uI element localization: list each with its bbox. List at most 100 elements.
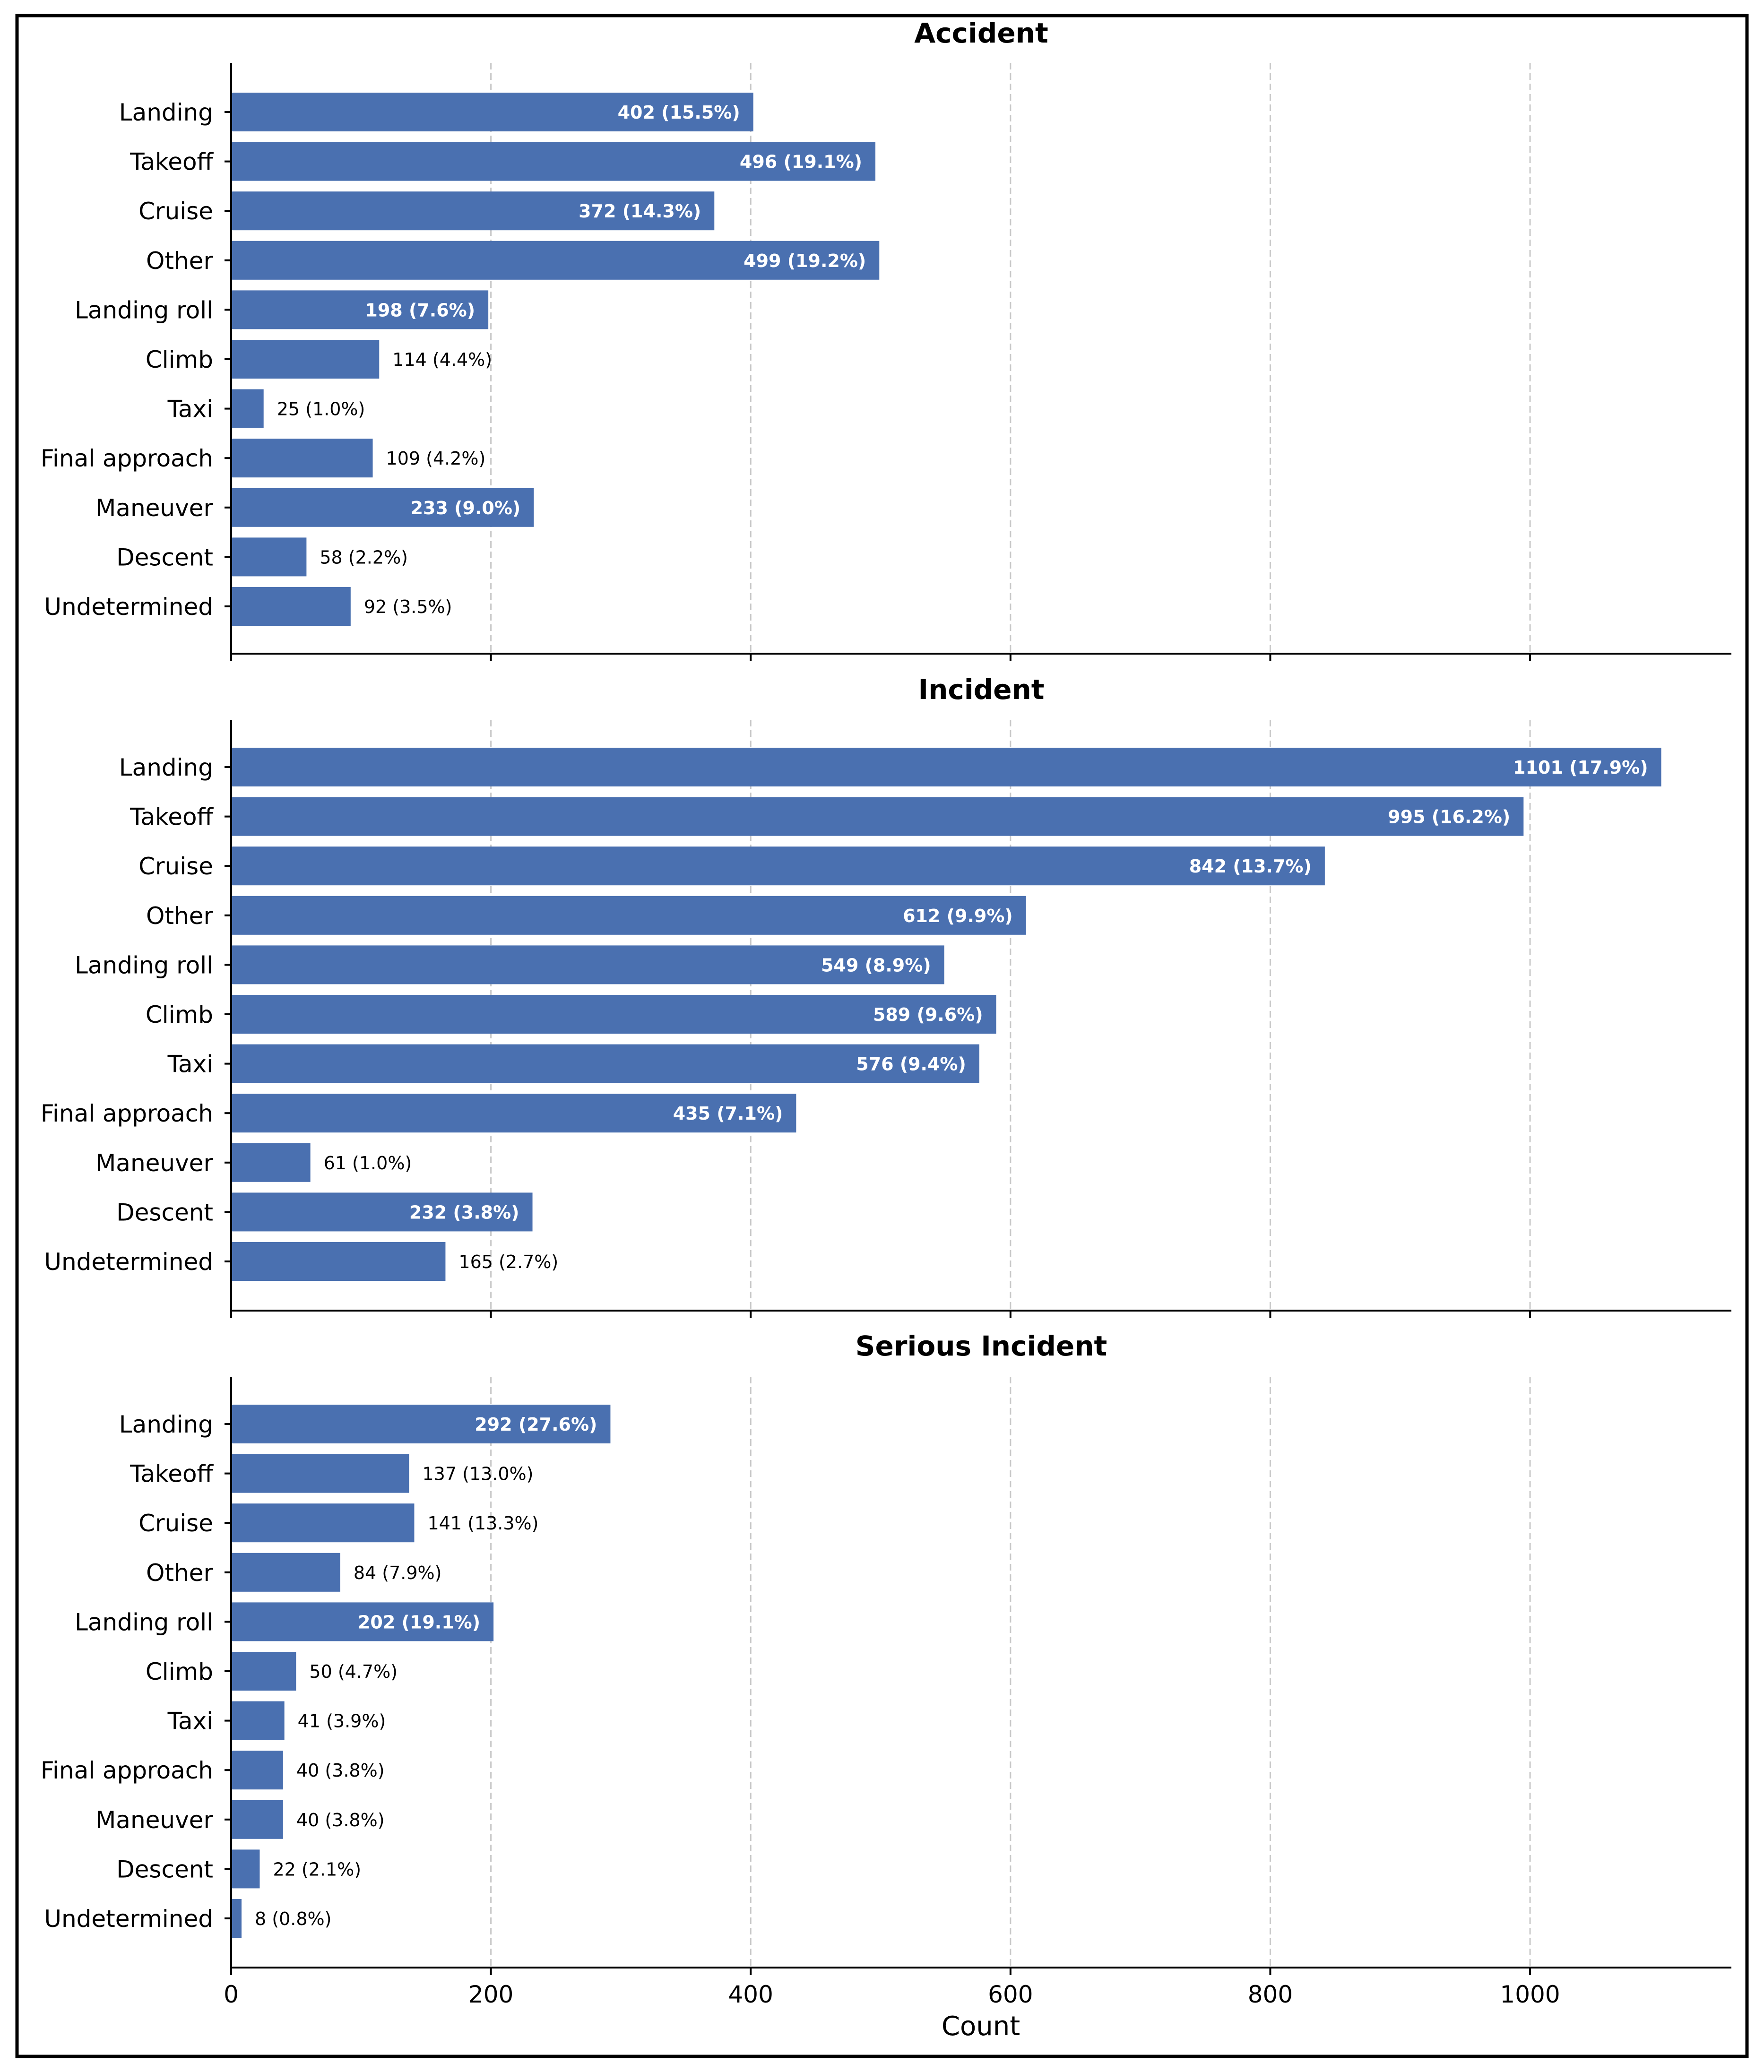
data-label: 58 (2.2%) — [320, 547, 408, 568]
bar — [231, 995, 996, 1034]
data-label: 84 (7.9%) — [354, 1563, 442, 1583]
category-label: Undetermined — [44, 1248, 213, 1276]
data-label: 1101 (17.9%) — [1513, 757, 1648, 778]
x-tick-label: 200 — [468, 1981, 513, 2008]
category-label: Landing roll — [75, 1608, 213, 1636]
data-label: 402 (15.5%) — [618, 102, 740, 123]
bar — [231, 241, 880, 280]
x-tick-label: 0 — [224, 1981, 239, 2008]
category-label: Cruise — [138, 1510, 213, 1537]
accident-panel: Accident Landing 402 (15.5%) Takeoff 496 (19… — [41, 17, 1731, 661]
data-label: 576 (9.4%) — [856, 1054, 966, 1075]
data-label: 61 (1.0%) — [324, 1153, 412, 1174]
bar — [231, 340, 380, 379]
bar — [231, 1899, 242, 1938]
category-label: Final approach — [41, 1100, 213, 1127]
data-label: 496 (19.1%) — [740, 152, 862, 173]
category-label: Maneuver — [95, 1149, 213, 1177]
incident-panel: Incident Landing 1101 (17.9%) Takeoff 995 (1… — [41, 673, 1731, 1318]
chart-title: Serious Incident — [856, 1330, 1107, 1362]
bar — [231, 1701, 285, 1740]
bar — [231, 797, 1524, 836]
data-label: 589 (9.6%) — [873, 1004, 983, 1025]
bar — [231, 945, 944, 984]
category-label: Final approach — [41, 445, 213, 472]
category-label: Maneuver — [95, 1806, 213, 1834]
data-label: 137 (13.0%) — [422, 1464, 533, 1485]
data-label: 109 (4.2%) — [386, 448, 486, 469]
category-label: Takeoff — [130, 803, 214, 831]
bar — [231, 1044, 979, 1083]
data-label: 50 (4.7%) — [309, 1661, 398, 1682]
data-label: 233 (9.0%) — [411, 498, 521, 518]
category-label: Climb — [146, 1658, 213, 1685]
category-label: Final approach — [41, 1757, 213, 1784]
chart-title: Accident — [914, 17, 1048, 49]
bar — [231, 1094, 796, 1133]
bar — [231, 587, 351, 626]
data-label: 114 (4.4%) — [392, 349, 492, 370]
category-label: Climb — [146, 346, 213, 373]
data-label: 842 (13.7%) — [1189, 856, 1312, 877]
category-label: Cruise — [138, 853, 213, 880]
data-label: 995 (16.2%) — [1388, 807, 1510, 828]
category-label: Maneuver — [95, 494, 213, 522]
category-label: Undetermined — [44, 593, 213, 621]
category-label: Other — [146, 1559, 213, 1587]
bar — [231, 1751, 283, 1790]
data-label: 292 (27.6%) — [475, 1414, 597, 1435]
x-tick-label: 1000 — [1500, 1981, 1560, 2008]
bar — [231, 290, 489, 329]
data-label: 25 (1.0%) — [277, 399, 365, 420]
x-tick-label: 400 — [728, 1981, 773, 2008]
data-label: 435 (7.1%) — [673, 1103, 783, 1124]
data-label: 549 (8.9%) — [821, 955, 931, 976]
data-label: 22 (2.1%) — [273, 1859, 361, 1880]
category-label: Landing — [119, 754, 213, 781]
data-label: 499 (19.2%) — [744, 250, 866, 271]
chart-title: Incident — [918, 673, 1044, 706]
data-label: 612 (9.9%) — [903, 906, 1013, 926]
category-label: Landing — [119, 1411, 213, 1438]
category-label: Climb — [146, 1001, 213, 1028]
data-label: 40 (3.8%) — [296, 1810, 385, 1830]
category-label: Takeoff — [130, 1460, 214, 1488]
data-label: 41 (3.9%) — [298, 1711, 386, 1732]
serious-incident-panel: Serious Incident Landing 292 (27.6%) Takeof… — [41, 1330, 1731, 2008]
data-label: 40 (3.8%) — [296, 1760, 385, 1781]
category-label: Takeoff — [130, 148, 214, 176]
bar — [231, 1800, 283, 1839]
bar — [231, 537, 307, 577]
x-axis-label: Count — [942, 2011, 1020, 2042]
category-label: Cruise — [138, 198, 213, 225]
data-label: 372 (14.3%) — [579, 201, 701, 222]
category-label: Taxi — [167, 1708, 213, 1735]
category-label: Taxi — [167, 396, 213, 423]
bar — [231, 93, 753, 131]
category-label: Descent — [116, 1199, 213, 1226]
category-label: Descent — [116, 1856, 213, 1883]
bar — [231, 748, 1661, 786]
figure-border — [15, 14, 1749, 2058]
bar — [231, 1143, 311, 1182]
bar — [231, 846, 1325, 886]
bar — [231, 1849, 260, 1889]
category-label: Undetermined — [44, 1905, 213, 1933]
bar — [231, 142, 876, 181]
category-label: Taxi — [167, 1051, 213, 1078]
data-label: 232 (3.8%) — [409, 1202, 519, 1223]
bar — [231, 1454, 409, 1493]
category-label: Other — [146, 247, 213, 275]
data-label: 202 (19.1%) — [358, 1612, 480, 1632]
data-label: 198 (7.6%) — [365, 300, 475, 320]
bar — [231, 191, 715, 231]
bar — [231, 1503, 415, 1543]
bar — [231, 1242, 446, 1281]
bar — [231, 488, 534, 527]
x-tick-label: 800 — [1248, 1981, 1293, 2008]
x-tick-label: 600 — [988, 1981, 1033, 2008]
bar — [231, 1405, 611, 1443]
bar — [231, 1652, 296, 1691]
bar — [231, 439, 373, 478]
